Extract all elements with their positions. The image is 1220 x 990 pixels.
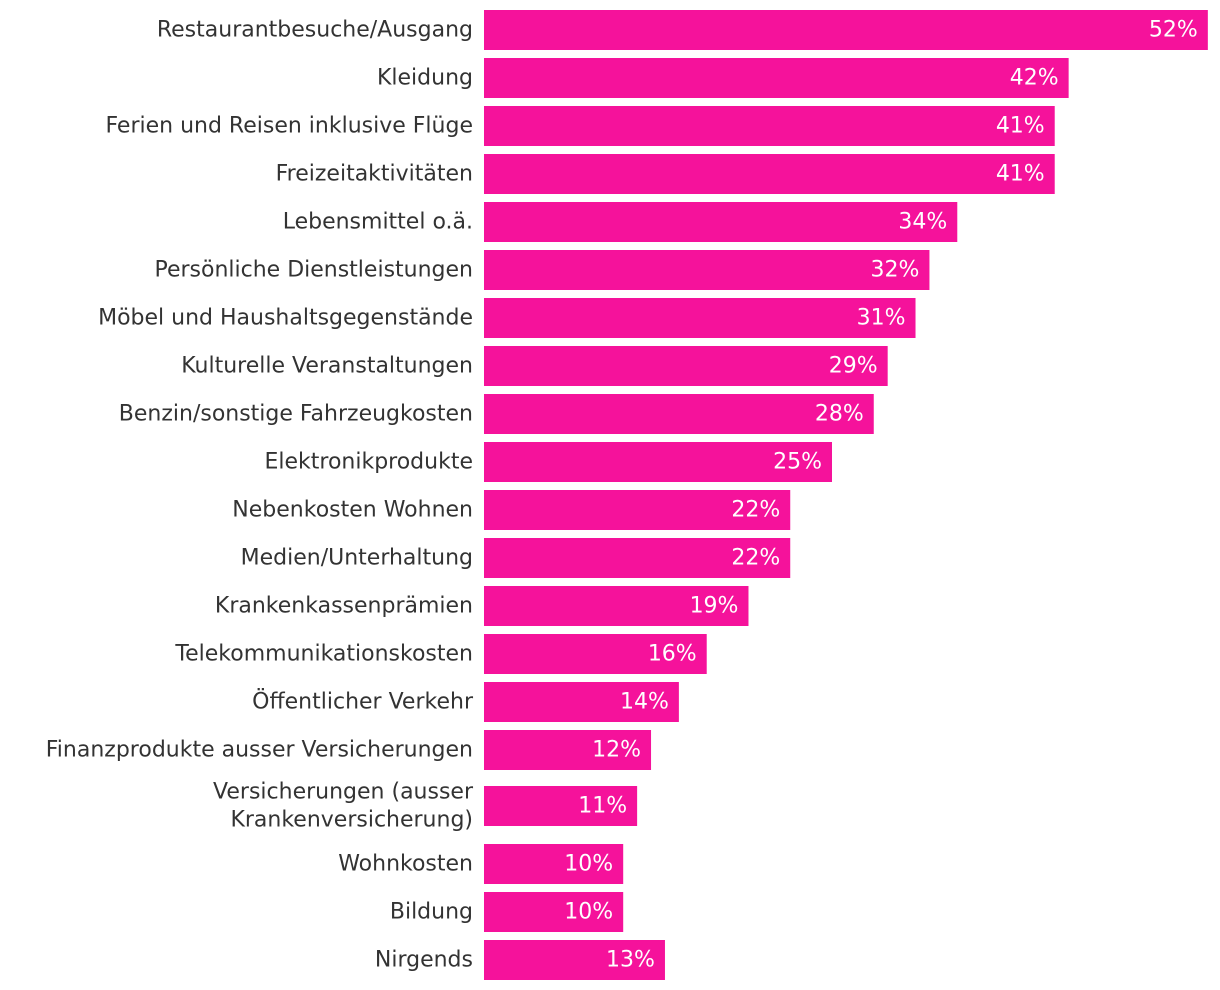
value-label: 32% bbox=[871, 258, 920, 283]
bar bbox=[484, 586, 749, 626]
value-label: 22% bbox=[731, 546, 780, 571]
value-label: 19% bbox=[690, 594, 739, 619]
value-label: 31% bbox=[857, 306, 906, 331]
category-label: Versicherungen (ausser Krankenversicherun… bbox=[213, 780, 474, 833]
category-label: Möbel und Haushaltsgegenstände bbox=[98, 306, 473, 331]
bar bbox=[484, 730, 652, 770]
value-label: 52% bbox=[1149, 18, 1198, 43]
bar bbox=[484, 106, 1055, 146]
bar bbox=[484, 58, 1069, 98]
bar bbox=[484, 490, 791, 530]
value-label: 10% bbox=[564, 852, 613, 877]
category-label: Wohnkosten bbox=[338, 852, 473, 877]
value-label: 22% bbox=[731, 498, 780, 523]
value-labels-group: 52% 42% 41% 41% 34% 32% 31% 29% 28% 25% 22% 22% 19% 1… bbox=[564, 18, 1198, 973]
value-label: 42% bbox=[1010, 66, 1059, 91]
bar bbox=[484, 346, 888, 386]
category-label: Benzin/sonstige Fahrzeugkosten bbox=[119, 402, 473, 427]
bar bbox=[484, 202, 958, 242]
category-label: Krankenkassenprämien bbox=[215, 594, 473, 619]
bar bbox=[484, 682, 679, 722]
bar bbox=[484, 250, 930, 290]
value-label: 10% bbox=[564, 900, 613, 925]
category-label: Telekommunikationskosten bbox=[174, 642, 473, 667]
bar bbox=[484, 892, 624, 932]
bars-group bbox=[484, 10, 1208, 980]
category-label: Medien/Unterhaltung bbox=[241, 546, 473, 571]
category-label: Nebenkosten Wohnen bbox=[232, 498, 473, 523]
bar bbox=[484, 154, 1055, 194]
value-label: 13% bbox=[606, 948, 655, 973]
category-label: Bildung bbox=[390, 900, 473, 925]
category-label: Elektronikprodukte bbox=[264, 450, 473, 475]
bar bbox=[484, 786, 638, 826]
category-label: Finanzprodukte ausser Versicherungen bbox=[46, 738, 473, 763]
category-label: Restaurantbesuche/Ausgang bbox=[157, 18, 473, 43]
bar bbox=[484, 844, 624, 884]
bar bbox=[484, 538, 791, 578]
value-label: 41% bbox=[996, 162, 1045, 187]
value-label: 12% bbox=[592, 738, 641, 763]
bar bbox=[484, 10, 1208, 50]
value-label: 25% bbox=[773, 450, 822, 475]
bar bbox=[484, 940, 665, 980]
value-label: 29% bbox=[829, 354, 878, 379]
bar bbox=[484, 634, 707, 674]
bar bbox=[484, 298, 916, 338]
category-label: Kleidung bbox=[377, 66, 473, 91]
category-label: Persönliche Dienstleistungen bbox=[154, 258, 473, 283]
value-label: 34% bbox=[898, 210, 947, 235]
category-label: Ferien und Reisen inklusive Flüge bbox=[105, 114, 473, 139]
value-label: 11% bbox=[578, 794, 627, 819]
value-label: 16% bbox=[648, 642, 697, 667]
category-label: Öffentlicher Verkehr bbox=[252, 689, 474, 715]
category-label: Lebensmittel o.ä. bbox=[283, 210, 473, 235]
value-label: 41% bbox=[996, 114, 1045, 139]
value-label: 14% bbox=[620, 690, 669, 715]
category-label: Freizeitaktivitäten bbox=[276, 162, 473, 187]
bar bbox=[484, 394, 874, 434]
bar bbox=[484, 442, 832, 482]
category-label: Nirgends bbox=[375, 948, 473, 973]
value-label: 28% bbox=[815, 402, 864, 427]
category-label: Kulturelle Veranstaltungen bbox=[181, 354, 473, 379]
category-labels-group: Restaurantbesuche/Ausgang Kleidung Ferien … bbox=[46, 18, 474, 973]
